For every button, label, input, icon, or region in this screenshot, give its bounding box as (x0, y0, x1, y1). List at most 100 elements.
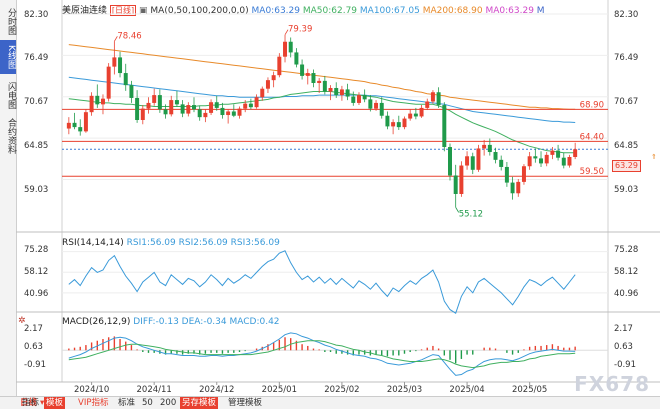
ma50-value: MA50:62.79 (302, 6, 358, 16)
price-axis-right-1: 76.49 (614, 53, 639, 63)
period-badge[interactable]: [日线] (109, 5, 137, 16)
candles (66, 34, 578, 208)
btn-save-template[interactable]: 另存模板 (180, 397, 219, 409)
tab-lightning[interactable]: 闪电图 (6, 81, 16, 109)
price-header: 美原油连续 [日线] ▣ MA(0,50,100,200,0,0) MA0:63… (62, 3, 545, 16)
rsi-axis-left-0: 75.28 (24, 245, 49, 255)
btn-50[interactable]: 50 (142, 398, 153, 408)
candle-body (470, 156, 475, 170)
btn-vip-indicator[interactable]: VIP指标 (78, 398, 109, 408)
candle-body (334, 87, 339, 96)
price-axis-right-0: 82.30 (614, 10, 639, 20)
candle-body (135, 97, 140, 120)
rsi-axis-right-2: 40.96 (614, 289, 639, 299)
watermark: FX678 (574, 372, 650, 396)
candle-body (66, 122, 71, 129)
ma200-value: MA200:68.90 (422, 6, 483, 16)
indicator-gear-icon[interactable]: ▣ (139, 6, 148, 16)
period-selector[interactable]: 日线 ▾ (20, 398, 45, 408)
candle-body (157, 95, 162, 110)
minimize-button[interactable]: M (536, 6, 545, 16)
macd-settings-icon[interactable]: ✲ (18, 316, 26, 326)
price-axis-left-0: 82.30 (24, 10, 49, 20)
x-tick-label: 2025/02 (324, 385, 359, 395)
candle-body (106, 66, 111, 99)
btn-template[interactable]: 模板 (44, 397, 66, 409)
macd-axis-left-0: 2.17 (24, 324, 43, 334)
candle-body (203, 112, 208, 118)
grid (62, 13, 608, 181)
tab-kline[interactable]: K线图 (0, 40, 16, 74)
candle-body (180, 104, 185, 114)
candle-body (448, 147, 452, 176)
candle-body (533, 156, 538, 159)
rsi-header: RSI(14,14,14) RSI1:56.09 RSI2:56.09 RSI3… (62, 238, 280, 248)
candle-body (374, 102, 379, 109)
rsi-axis-left-1: 58.12 (24, 267, 49, 277)
high-label-2-pointer (284, 29, 289, 35)
candle-body (465, 156, 470, 166)
candle-body (231, 111, 236, 116)
macd-axis-right-1: 0.63 (614, 342, 633, 352)
btn-standard[interactable]: 标准 (118, 398, 136, 408)
candle-body (95, 95, 100, 105)
candle-body (504, 166, 509, 183)
candle-body (453, 175, 458, 194)
tab-contract-info[interactable]: 合约资料 (6, 118, 16, 154)
ma-label: MA(0,50,100,200,0,0) (150, 6, 249, 16)
candle-body (129, 85, 134, 98)
high-label-2: 79.39 (288, 25, 312, 35)
candle-body (317, 80, 322, 84)
btn-200[interactable]: 200 (160, 398, 177, 408)
price-marker-icon: ⇑ (651, 153, 657, 161)
candle-body (476, 148, 481, 170)
candle-body (356, 95, 361, 103)
rsi-axis-right-0: 75.28 (614, 245, 639, 255)
macd-value: MACD:0.42 (229, 317, 280, 327)
candle-body (294, 52, 299, 65)
candle-body (192, 105, 196, 110)
rsi3-value: RSI3:56.09 (230, 238, 280, 248)
candle-body (493, 152, 498, 160)
candle-body (459, 165, 464, 194)
candle-body (425, 101, 430, 108)
x-tick-label: 2025/04 (449, 385, 484, 395)
candle-body (146, 102, 151, 109)
candle-body (550, 150, 555, 155)
candle-body (243, 103, 248, 109)
candle-body (391, 122, 396, 127)
candle-body (430, 92, 435, 102)
candle-body (169, 100, 174, 115)
price-axis-right-3: 64.85 (614, 141, 639, 151)
horizontal-lines: 68.90 64.40 59.50 (62, 100, 608, 177)
macd-diff-line (68, 332, 576, 376)
tab-timeshare[interactable]: 分时图 (6, 7, 16, 35)
rsi-panel (62, 250, 608, 314)
price-axis-right-4: 59.03 (614, 185, 639, 195)
annotations: 78.46 79.39 55.12 (114, 25, 483, 219)
price-axis-right-2: 70.67 (614, 97, 639, 107)
btn-manage-template[interactable]: 管理模板 (228, 398, 263, 408)
candle-body (89, 95, 94, 113)
candle-body (499, 159, 504, 167)
candle-body (140, 108, 145, 120)
macd-dea-line (68, 340, 576, 369)
left-tab-rail: 分时图 K线图 闪电图 合约资料 (0, 0, 17, 396)
candle-body (152, 95, 157, 103)
high-label-1: 78.46 (117, 31, 141, 41)
btn-indicator[interactable]: 指标 (22, 398, 40, 408)
candle-body (123, 73, 128, 86)
candle-body (260, 88, 265, 98)
macd-header: MACD(26,12,9) DIFF:-0.13 DEA:-0.34 MACD:… (62, 317, 280, 327)
candle-body (254, 97, 259, 108)
candle-body (516, 181, 521, 194)
low-label: 55.12 (459, 209, 483, 219)
candle-body (118, 57, 123, 74)
candle-body (322, 80, 327, 92)
candle-body (226, 111, 231, 116)
candle-body (277, 56, 282, 76)
x-tick-label: 2025/03 (387, 385, 422, 395)
candle-body (402, 118, 407, 128)
macd-label: MACD(26,12,9) (62, 317, 131, 327)
